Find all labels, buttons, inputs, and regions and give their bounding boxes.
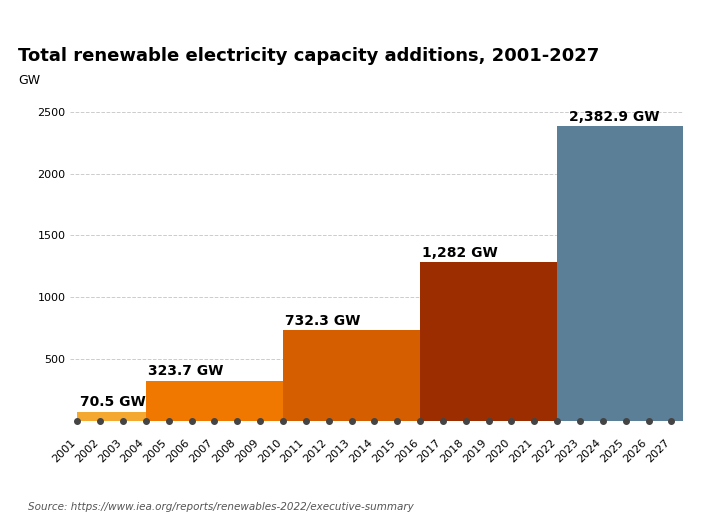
Text: GW: GW [18, 74, 40, 87]
Bar [420, 262, 557, 421]
Text: 2,382.9 GW: 2,382.9 GW [569, 110, 659, 124]
Bar [283, 330, 420, 421]
Text: Source: https://www.iea.org/reports/renewables-2022/executive-summary: Source: https://www.iea.org/reports/rene… [28, 502, 414, 512]
Text: 323.7 GW: 323.7 GW [148, 364, 223, 378]
Text: 1,282 GW: 1,282 GW [422, 246, 498, 260]
Text: Total renewable electricity capacity additions, 2001-2027: Total renewable electricity capacity add… [18, 47, 600, 65]
Text: 70.5 GW: 70.5 GW [80, 396, 145, 409]
Text: 732.3 GW: 732.3 GW [285, 314, 360, 328]
Bar [146, 381, 283, 421]
Bar [557, 126, 694, 421]
Bar [77, 412, 146, 421]
